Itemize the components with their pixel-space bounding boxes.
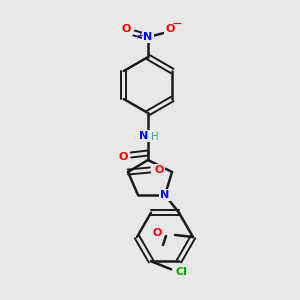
- Text: O: O: [152, 228, 162, 238]
- Text: O: O: [154, 165, 164, 175]
- Text: O: O: [118, 152, 128, 162]
- Text: O: O: [121, 24, 131, 34]
- Text: −: −: [172, 17, 182, 31]
- Text: Cl: Cl: [175, 267, 187, 277]
- Text: N: N: [160, 190, 169, 200]
- Text: +: +: [136, 31, 143, 40]
- Text: N: N: [143, 32, 153, 42]
- Text: H: H: [151, 132, 159, 142]
- Text: N: N: [140, 131, 148, 141]
- Text: O: O: [165, 24, 175, 34]
